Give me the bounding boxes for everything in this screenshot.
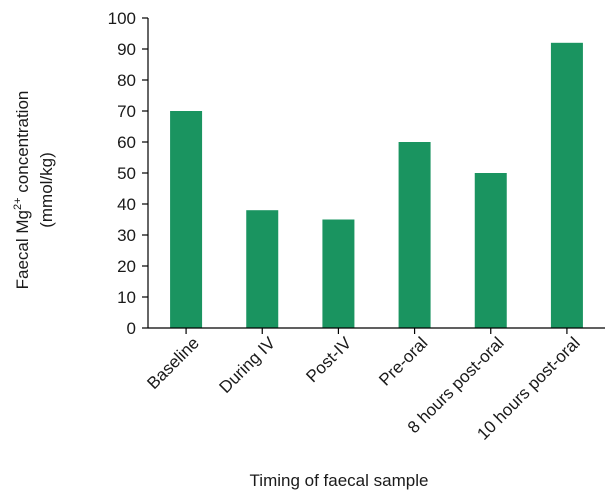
bar [170,111,203,328]
y-tick-label: 70 [117,102,136,121]
y-tick-label: 10 [117,288,136,307]
y-tick-label: 60 [117,133,136,152]
bar [246,210,279,328]
x-tick-label: Baseline [143,333,203,393]
x-tick-label: During IV [216,333,280,397]
bar [474,173,507,328]
bar [322,219,355,328]
x-tick-label: Post-IV [302,333,355,386]
y-tick-label: 20 [117,257,136,276]
bar [550,42,583,329]
y-tick-label: 90 [117,40,136,59]
y-tick-label: 30 [117,226,136,245]
bars [170,42,583,329]
bar [398,142,431,328]
y-tick-label: 0 [127,319,136,338]
y-tick-label: 50 [117,164,136,183]
x-axis-label: Timing of faecal sample [250,471,429,490]
y-tick-label: 40 [117,195,136,214]
y-tick-label: 80 [117,71,136,90]
y-axis-label-line1: Faecal Mg2+ concentration [12,91,32,290]
y-axis-label-line2: (mmol/kg) [37,152,56,228]
y-tick-label: 100 [108,9,136,28]
x-tick-label: Pre-oral [375,333,431,389]
y-axis: 0 10 20 30 40 50 60 70 80 90 100 [108,9,149,338]
